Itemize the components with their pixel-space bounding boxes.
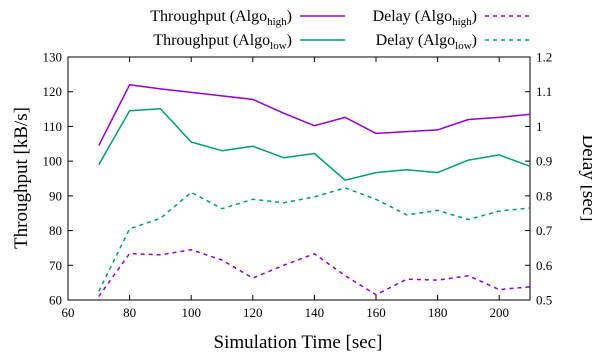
series-line-2 [98,107,531,181]
y-tick-label: 130 [43,50,63,65]
legend-label-3: Delay (Algohigh) [373,8,477,28]
x-tick-label: 60 [62,305,75,320]
y2-tick-label: 0.7 [536,223,553,238]
series-line-3 [98,248,531,297]
y2-tick-label: 0.5 [536,293,552,308]
legend-label-1: Throughput (Algohigh) [150,8,292,28]
y-tick-label: 120 [43,84,63,99]
series-line-1 [98,84,531,146]
x-tick-label: 200 [489,305,509,320]
x-tick-label: 100 [181,305,201,320]
y-axis-title: Throughput [kB/s] [11,107,32,249]
y-tick-label: 80 [49,223,62,238]
y2-tick-label: 1.1 [536,84,552,99]
y2-tick-label: 1 [536,119,543,134]
y-tick-label: 70 [49,258,62,273]
x-tick-label: 140 [305,305,325,320]
y2-tick-label: 0.9 [536,154,552,169]
x-axis-title: Simulation Time [sec] [214,332,383,353]
y-tick-label: 100 [43,154,63,169]
y2-tick-label: 1.2 [536,50,552,65]
legend-label-4: Delay (Algolow) [376,32,477,52]
legend-label-2: Throughput (Algolow) [153,32,292,52]
x-tick-label: 160 [366,305,386,320]
x-tick-label: 120 [243,305,263,320]
y-tick-label: 110 [43,119,62,134]
y2-axis-title: Delay [sec] [578,134,592,221]
series-line-4 [98,187,531,292]
plot-frame [67,56,531,301]
y-tick-label: 60 [49,293,62,308]
x-tick-label: 180 [428,305,448,320]
y2-tick-label: 0.8 [536,188,552,203]
x-tick-label: 80 [123,305,136,320]
y2-tick-label: 0.6 [536,258,553,273]
y-tick-label: 90 [49,188,62,203]
